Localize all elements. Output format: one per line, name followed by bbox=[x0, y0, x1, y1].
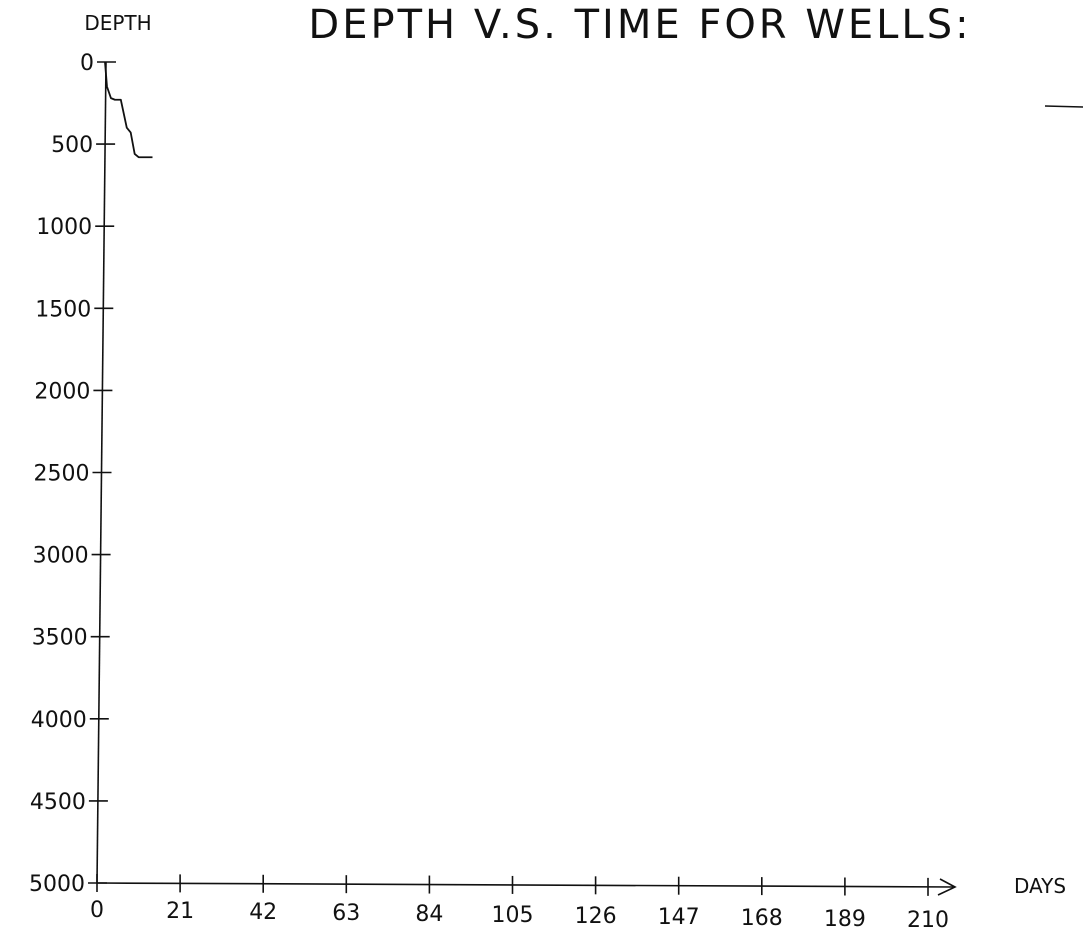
x-tick-label: 21 bbox=[166, 899, 194, 924]
x-axis-line bbox=[96, 882, 956, 888]
x-axis-label: DAYS bbox=[1014, 874, 1066, 898]
y-tick-label: 3000 bbox=[33, 544, 89, 569]
x-tick-label: 189 bbox=[824, 907, 866, 932]
series-layer bbox=[104, 61, 153, 159]
x-tick-label: 84 bbox=[415, 902, 443, 927]
x-tick-label: 63 bbox=[332, 901, 360, 926]
y-tick-label: 2500 bbox=[34, 462, 90, 487]
y-tick-label: 4500 bbox=[30, 790, 86, 815]
y-axis-label: DEPTH bbox=[84, 11, 151, 35]
y-tick-label: 1500 bbox=[35, 297, 91, 322]
y-tick-label: 4000 bbox=[31, 708, 87, 733]
x-tick-label: 168 bbox=[741, 906, 783, 931]
x-tick-label: 126 bbox=[575, 904, 617, 929]
series-line bbox=[104, 61, 153, 159]
y-tick-label: 5000 bbox=[29, 872, 85, 897]
y-tick-label: 2000 bbox=[34, 379, 90, 404]
x-tick-label: 210 bbox=[907, 908, 949, 933]
y-tick-label: 0 bbox=[80, 51, 94, 76]
y-tick-label: 1000 bbox=[36, 215, 92, 240]
x-axis-arrow bbox=[937, 878, 957, 896]
x-tick-label: 147 bbox=[658, 905, 700, 930]
y-tick-label: 500 bbox=[51, 133, 93, 158]
legend-stub bbox=[1044, 105, 1083, 108]
ticks-layer: 0 500 1000 1500 2000 2500 3000 3500 4000 4500 5000… bbox=[29, 51, 949, 933]
x-tick-label: 105 bbox=[492, 903, 534, 928]
chart-title: DEPTH V.S. TIME FOR WELLS: bbox=[308, 2, 971, 48]
y-tick-label: 3500 bbox=[32, 626, 88, 651]
x-tick-label: 0 bbox=[90, 898, 104, 923]
x-tick-label: 42 bbox=[249, 900, 277, 925]
